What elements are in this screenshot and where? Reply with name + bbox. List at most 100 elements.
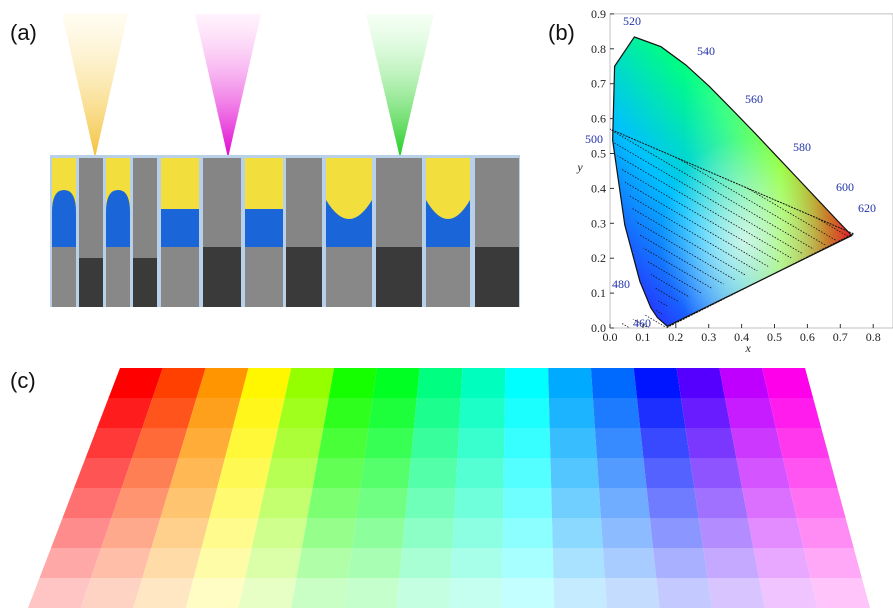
color-cell — [399, 548, 452, 578]
x-tick-label: 0.2 — [668, 330, 683, 344]
color-cell — [417, 368, 463, 398]
color-cell — [241, 368, 292, 398]
substrate — [286, 247, 322, 307]
color-cell — [776, 428, 829, 458]
color-cell — [456, 458, 504, 488]
substrate — [133, 258, 157, 307]
color-cell — [656, 578, 712, 608]
color-grid — [28, 368, 870, 608]
color-cell — [742, 488, 797, 518]
wavelength-label: 500 — [585, 132, 603, 146]
color-cell — [549, 398, 595, 428]
color-cell — [647, 488, 699, 518]
color-cell — [151, 518, 209, 548]
wavelength-label: 460 — [633, 316, 651, 330]
wavelength-label: 600 — [836, 180, 854, 194]
base — [52, 247, 76, 307]
y-tick-label: 0.7 — [591, 77, 606, 91]
color-cell — [291, 578, 348, 608]
blue — [245, 209, 283, 247]
y-tick-label: 0.0 — [591, 321, 606, 335]
y-axis-label: y — [576, 160, 583, 174]
color-cell — [504, 428, 550, 458]
wavelength-label: 620 — [858, 201, 876, 215]
y-tick-label: 0.6 — [591, 112, 606, 126]
color-cell — [810, 578, 870, 608]
color-cell — [278, 398, 329, 428]
color-cell — [188, 398, 241, 428]
color-cell — [285, 368, 334, 398]
color-cell — [457, 428, 504, 458]
color-cell — [694, 488, 747, 518]
base — [106, 247, 130, 307]
color-cell — [703, 548, 759, 578]
color-cell — [133, 578, 193, 608]
color-cell — [643, 458, 694, 488]
color-cell — [40, 548, 102, 578]
color-cell — [329, 368, 377, 398]
panel-label: (b) — [548, 20, 575, 45]
color-cell — [685, 428, 736, 458]
y-tick-label: 0.4 — [591, 181, 606, 195]
color-cell — [601, 518, 653, 548]
color-cell — [753, 548, 810, 578]
y-tick-label: 0.5 — [591, 147, 606, 161]
color-cell — [503, 458, 551, 488]
color-cell — [677, 368, 725, 398]
color-cell — [591, 368, 637, 398]
x-tick-label: 0.6 — [800, 330, 815, 344]
substrate — [475, 247, 519, 307]
color-cell — [640, 428, 690, 458]
color-cell — [461, 368, 506, 398]
wavelength-label: 540 — [697, 44, 715, 58]
wavelength-label: 520 — [623, 14, 641, 28]
color-cell — [160, 488, 217, 518]
color-cell — [748, 518, 804, 548]
y-tick-label: 0.3 — [591, 216, 606, 230]
color-cell — [762, 368, 813, 398]
color-cell — [252, 518, 308, 548]
color-cell — [360, 458, 411, 488]
color-cell — [449, 578, 502, 608]
blue — [161, 209, 199, 247]
color-cell — [653, 548, 708, 578]
color-cell — [459, 398, 505, 428]
color-cell — [396, 578, 450, 608]
color-cell — [548, 368, 593, 398]
color-cell — [313, 458, 365, 488]
y-tick-label: 0.9 — [591, 7, 606, 21]
color-cell — [759, 578, 817, 608]
x-tick-label: 0.3 — [701, 330, 716, 344]
base — [161, 247, 199, 307]
y-tick-label: 0.8 — [591, 42, 606, 56]
color-cell — [356, 488, 408, 518]
color-cell — [451, 548, 503, 578]
color-cell — [194, 548, 252, 578]
y-tick-label: 0.1 — [591, 286, 606, 300]
color-cell — [804, 548, 862, 578]
color-cell — [142, 548, 201, 578]
color-cell — [408, 458, 457, 488]
color-cell — [414, 398, 461, 428]
x-tick-label: 0.7 — [833, 330, 848, 344]
color-cell — [411, 428, 459, 458]
color-cell — [551, 488, 601, 518]
y-tick-label: 0.2 — [591, 251, 606, 265]
x-tick-label: 0.8 — [866, 330, 881, 344]
color-cell — [597, 458, 647, 488]
substrate — [79, 258, 103, 307]
color-cell — [553, 548, 605, 578]
color-cell — [245, 548, 302, 578]
color-cell — [323, 398, 372, 428]
color-cell — [797, 518, 854, 548]
color-cell — [637, 398, 685, 428]
color-cell — [599, 488, 650, 518]
color-cell — [502, 578, 555, 608]
wavelength-label: 580 — [793, 140, 811, 154]
color-cell — [352, 518, 405, 548]
color-cell — [209, 488, 265, 518]
color-cell — [505, 368, 549, 398]
pixel-structure — [50, 155, 520, 307]
wavelength-label: 480 — [612, 277, 630, 291]
color-cell — [197, 368, 249, 398]
